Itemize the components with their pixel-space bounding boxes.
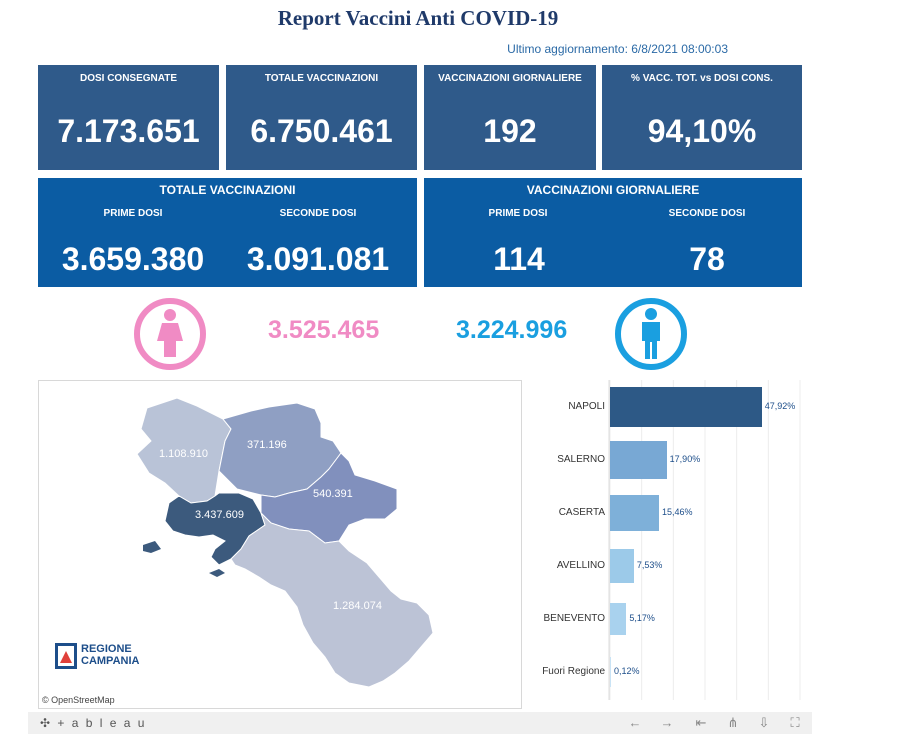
campania-province-map[interactable]: 1.108.910 371.196 540.391 3.437.609 1.28…: [38, 380, 522, 709]
map-label-napoli: 3.437.609: [195, 509, 244, 521]
panel-total-vaccinations: TOTALE VACCINAZIONI PRIME DOSI SECONDE D…: [38, 178, 417, 287]
tableau-brand-text: + a b l e a u: [57, 716, 147, 730]
province-salerno: [230, 512, 434, 688]
kpi-doses-delivered: DOSI CONSEGNATE 7.173.651: [38, 65, 219, 170]
share-icon[interactable]: ⋔: [727, 715, 739, 730]
second-dose-label: SECONDE DOSI: [668, 208, 746, 219]
bar-category-label: NAPOLI: [568, 401, 605, 412]
bar-salerno[interactable]: [610, 441, 667, 479]
fullscreen-icon[interactable]: ⛶: [790, 715, 800, 730]
bar-value-label: 47,92%: [764, 401, 796, 411]
bar-category-label: SALERNO: [557, 454, 605, 465]
tableau-logo[interactable]: ✣ + a b l e a u: [40, 716, 146, 730]
bar-benevento[interactable]: [610, 603, 627, 635]
logo-line1: REGIONE: [81, 643, 132, 655]
tableau-toolbar: ✣ + a b l e a u ← → ⇤ ⋔ ⇩ ⛶: [28, 712, 812, 734]
kpi-value: 94,10%: [647, 113, 757, 149]
bar-caserta[interactable]: [610, 495, 659, 531]
download-icon[interactable]: ⇩: [758, 715, 770, 730]
map-label-avellino: 540.391: [313, 488, 353, 500]
map-label-benevento: 371.196: [247, 439, 287, 451]
bar-category-label: Fuori Regione: [542, 666, 605, 677]
kpi-daily-vaccinations: VACCINAZIONI GIORNALIERE 192: [424, 65, 596, 170]
second-dose-label: SECONDE DOSI: [279, 208, 357, 219]
map-label-caserta: 1.108.910: [159, 448, 208, 460]
revert-icon[interactable]: ⇤: [695, 715, 707, 730]
male-vaccinations-value: 3.224.996: [456, 316, 568, 344]
bar-value-label: 17,90%: [669, 454, 701, 464]
first-dose-value: 3.659.380: [61, 241, 205, 277]
island-capri: [209, 569, 225, 577]
last-updated: Ultimo aggiornamento: 6/8/2021 08:00:03: [507, 42, 728, 56]
bar-value-label: 15,46%: [661, 507, 693, 517]
kpi-label: % VACC. TOT. vs DOSI CONS.: [631, 73, 773, 84]
kpi-label: TOTALE VACCINAZIONI: [264, 73, 379, 84]
female-vaccinations-value: 3.525.465: [268, 316, 380, 344]
kpi-label: VACCINAZIONI GIORNALIERE: [438, 73, 582, 84]
tableau-sparkle-icon: ✣: [40, 716, 53, 730]
kpi-total-vaccinations: TOTALE VACCINAZIONI 6.750.461: [226, 65, 417, 170]
map-label-salerno: 1.284.074: [333, 600, 382, 612]
bar-category-label: BENEVENTO: [543, 613, 606, 624]
bar-avellino[interactable]: [610, 549, 634, 583]
bar-fuori-regione[interactable]: [610, 657, 611, 687]
bar-category-label: AVELLINO: [556, 560, 605, 571]
first-dose-value: 114: [493, 241, 545, 277]
second-dose-value: 3.091.081: [246, 241, 390, 277]
second-dose-value: 78: [689, 241, 725, 277]
bar-napoli[interactable]: [610, 387, 762, 427]
first-dose-label: PRIME DOSI: [103, 208, 163, 219]
regione-campania-logo: REGIONE CAMPANIA: [55, 643, 155, 671]
bar-category-label: CASERTA: [558, 507, 605, 518]
female-person-icon: [131, 295, 209, 373]
kpi-label: DOSI CONSEGNATE: [79, 73, 178, 84]
report-title: Report Vaccini Anti COVID-19: [277, 6, 559, 30]
province-share-bar-chart: NAPOLI 47,92% SALERNO 17,90% CASERTA 15,46% AV…: [530, 380, 810, 707]
kpi-value: 7.173.651: [57, 113, 200, 149]
undo-icon[interactable]: ←: [628, 715, 642, 730]
logo-line2: CAMPANIA: [81, 655, 140, 667]
panel-title: TOTALE VACCINAZIONI: [159, 183, 296, 197]
map-attribution[interactable]: © OpenStreetMap: [42, 695, 115, 705]
bar-value-label: 7,53%: [636, 560, 663, 570]
island-ischia: [143, 541, 161, 553]
bar-gridlines: [608, 380, 801, 700]
bar-value-label: 0,12%: [614, 666, 640, 676]
first-dose-label: PRIME DOSI: [488, 208, 548, 219]
male-person-icon: [612, 295, 690, 373]
kpi-value: 192: [483, 113, 537, 149]
bar-value-label: 5,17%: [629, 613, 655, 623]
kpi-value: 6.750.461: [250, 113, 393, 149]
redo-icon[interactable]: →: [660, 715, 674, 730]
kpi-vaccination-ratio: % VACC. TOT. vs DOSI CONS. 94,10%: [602, 65, 802, 170]
panel-title: VACCINAZIONI GIORNALIERE: [526, 183, 700, 197]
panel-daily-vaccinations: VACCINAZIONI GIORNALIERE PRIME DOSI SECO…: [424, 178, 802, 287]
